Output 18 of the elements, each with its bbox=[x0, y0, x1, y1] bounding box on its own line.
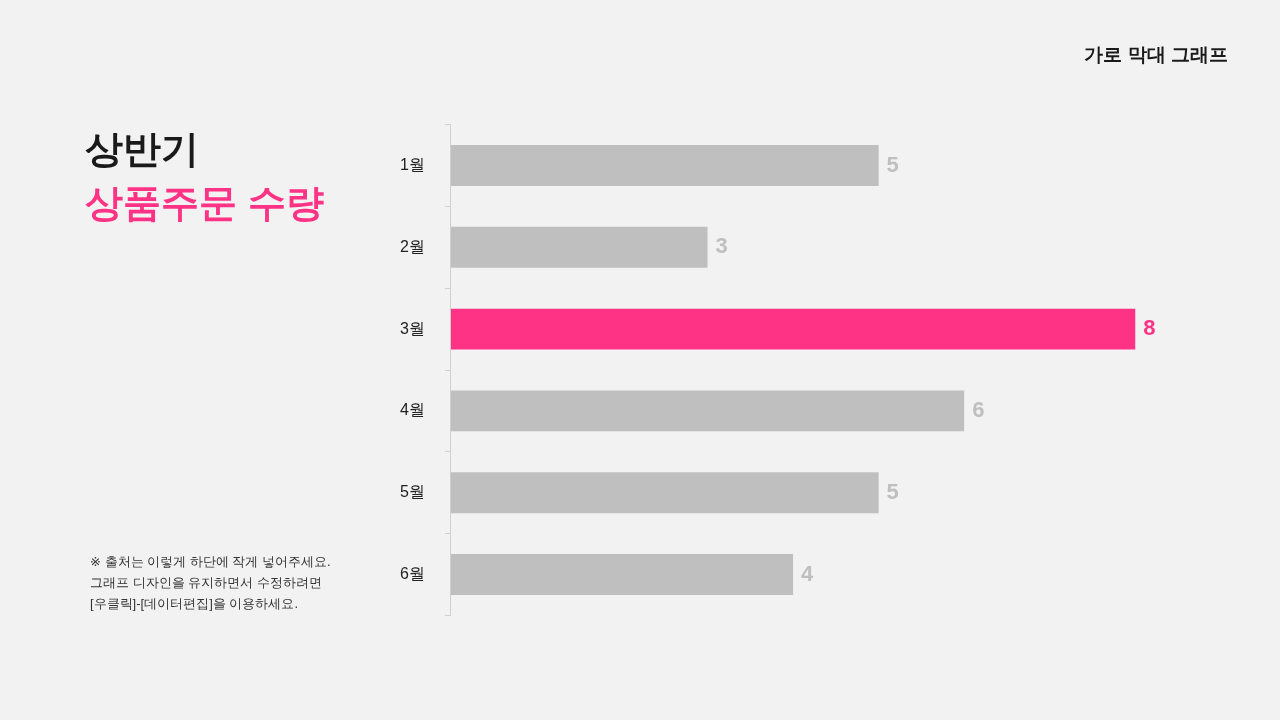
chart-subtitle: 가로 막대 그래프 bbox=[1084, 43, 1228, 67]
text: [우클릭]-[데이터편집]을 이용하세요. bbox=[90, 595, 299, 613]
y-tick-label: 2월 bbox=[399, 237, 425, 255]
bar bbox=[450, 472, 879, 514]
y-tick-label: 4월 bbox=[399, 401, 425, 419]
bar bbox=[450, 226, 708, 268]
text: 그래프 디자인을 유지하면서 수정하려면 bbox=[90, 574, 323, 592]
text: ※ 출처는 이렇게 하단에 작게 넣어주세요. bbox=[90, 553, 331, 571]
text: 상반기 상품주문 수량 bbox=[85, 127, 324, 226]
y-tick-label: 5월 bbox=[399, 483, 425, 501]
y-tick-label: 6월 bbox=[399, 564, 425, 582]
y-tick-label: 3월 bbox=[399, 319, 425, 337]
bar bbox=[450, 390, 965, 432]
bar bbox=[450, 554, 794, 595]
data-label: 8 bbox=[1143, 315, 1156, 341]
y-tick-label: 1월 bbox=[399, 155, 425, 173]
bar bbox=[450, 308, 1136, 350]
bar bbox=[450, 145, 879, 186]
